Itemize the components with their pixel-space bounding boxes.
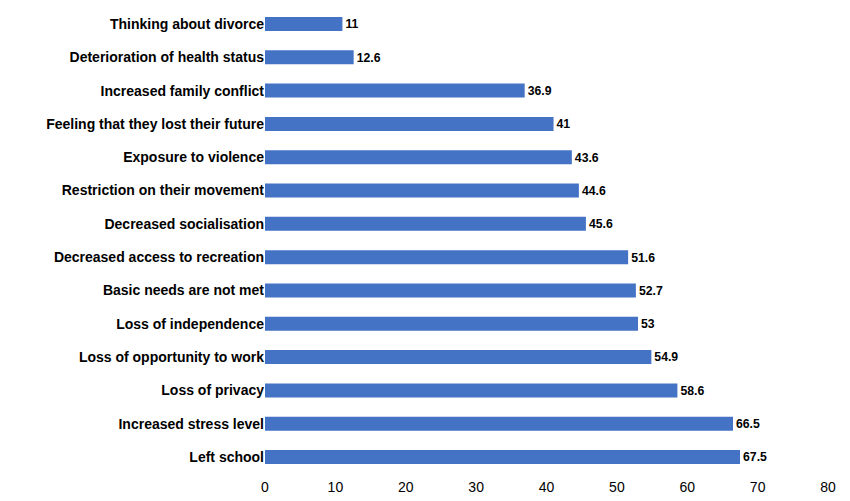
svg-text:52.7: 52.7 [639,284,663,298]
svg-text:50: 50 [609,479,625,495]
svg-text:43.6: 43.6 [575,151,599,165]
svg-text:0: 0 [261,479,269,495]
svg-text:58.6: 58.6 [680,384,704,398]
svg-text:66.5: 66.5 [736,417,760,431]
svg-text:Exposure to violence: Exposure to violence [123,149,264,165]
svg-text:11: 11 [345,17,358,31]
svg-text:Decreased socialisation: Decreased socialisation [104,216,264,232]
svg-text:Left school: Left school [189,449,264,465]
svg-text:30: 30 [468,479,484,495]
svg-text:51.6: 51.6 [631,251,655,265]
svg-text:Basic needs are not met: Basic needs are not met [103,282,264,298]
svg-text:Feeling that they lost their f: Feeling that they lost their future [46,116,264,132]
svg-text:Loss of independence: Loss of independence [116,316,264,332]
svg-text:41: 41 [557,117,571,131]
svg-text:Thinking about divorce: Thinking about divorce [110,16,264,32]
svg-text:80: 80 [820,479,836,495]
svg-text:44.6: 44.6 [582,184,606,198]
svg-text:12.6: 12.6 [357,51,381,65]
svg-text:20: 20 [398,479,414,495]
svg-text:53: 53 [641,317,655,331]
svg-text:Decreased access to recreation: Decreased access to recreation [54,249,264,265]
svg-text:Loss of opportunity to work: Loss of opportunity to work [79,349,264,365]
svg-text:36.9: 36.9 [528,84,552,98]
svg-text:67.5: 67.5 [743,450,767,464]
svg-text:Increased stress level: Increased stress level [118,416,264,432]
svg-text:Deterioration of health status: Deterioration of health status [70,49,265,65]
svg-text:60: 60 [679,479,695,495]
svg-text:Restriction on their movement: Restriction on their movement [62,182,265,198]
svg-text:45.6: 45.6 [589,217,613,231]
svg-text:Loss of privacy: Loss of privacy [161,382,264,398]
svg-text:54.9: 54.9 [654,350,678,364]
svg-text:Increased family conflict: Increased family conflict [101,83,265,99]
svg-text:40: 40 [539,479,555,495]
svg-text:10: 10 [328,479,344,495]
svg-text:70: 70 [750,479,766,495]
